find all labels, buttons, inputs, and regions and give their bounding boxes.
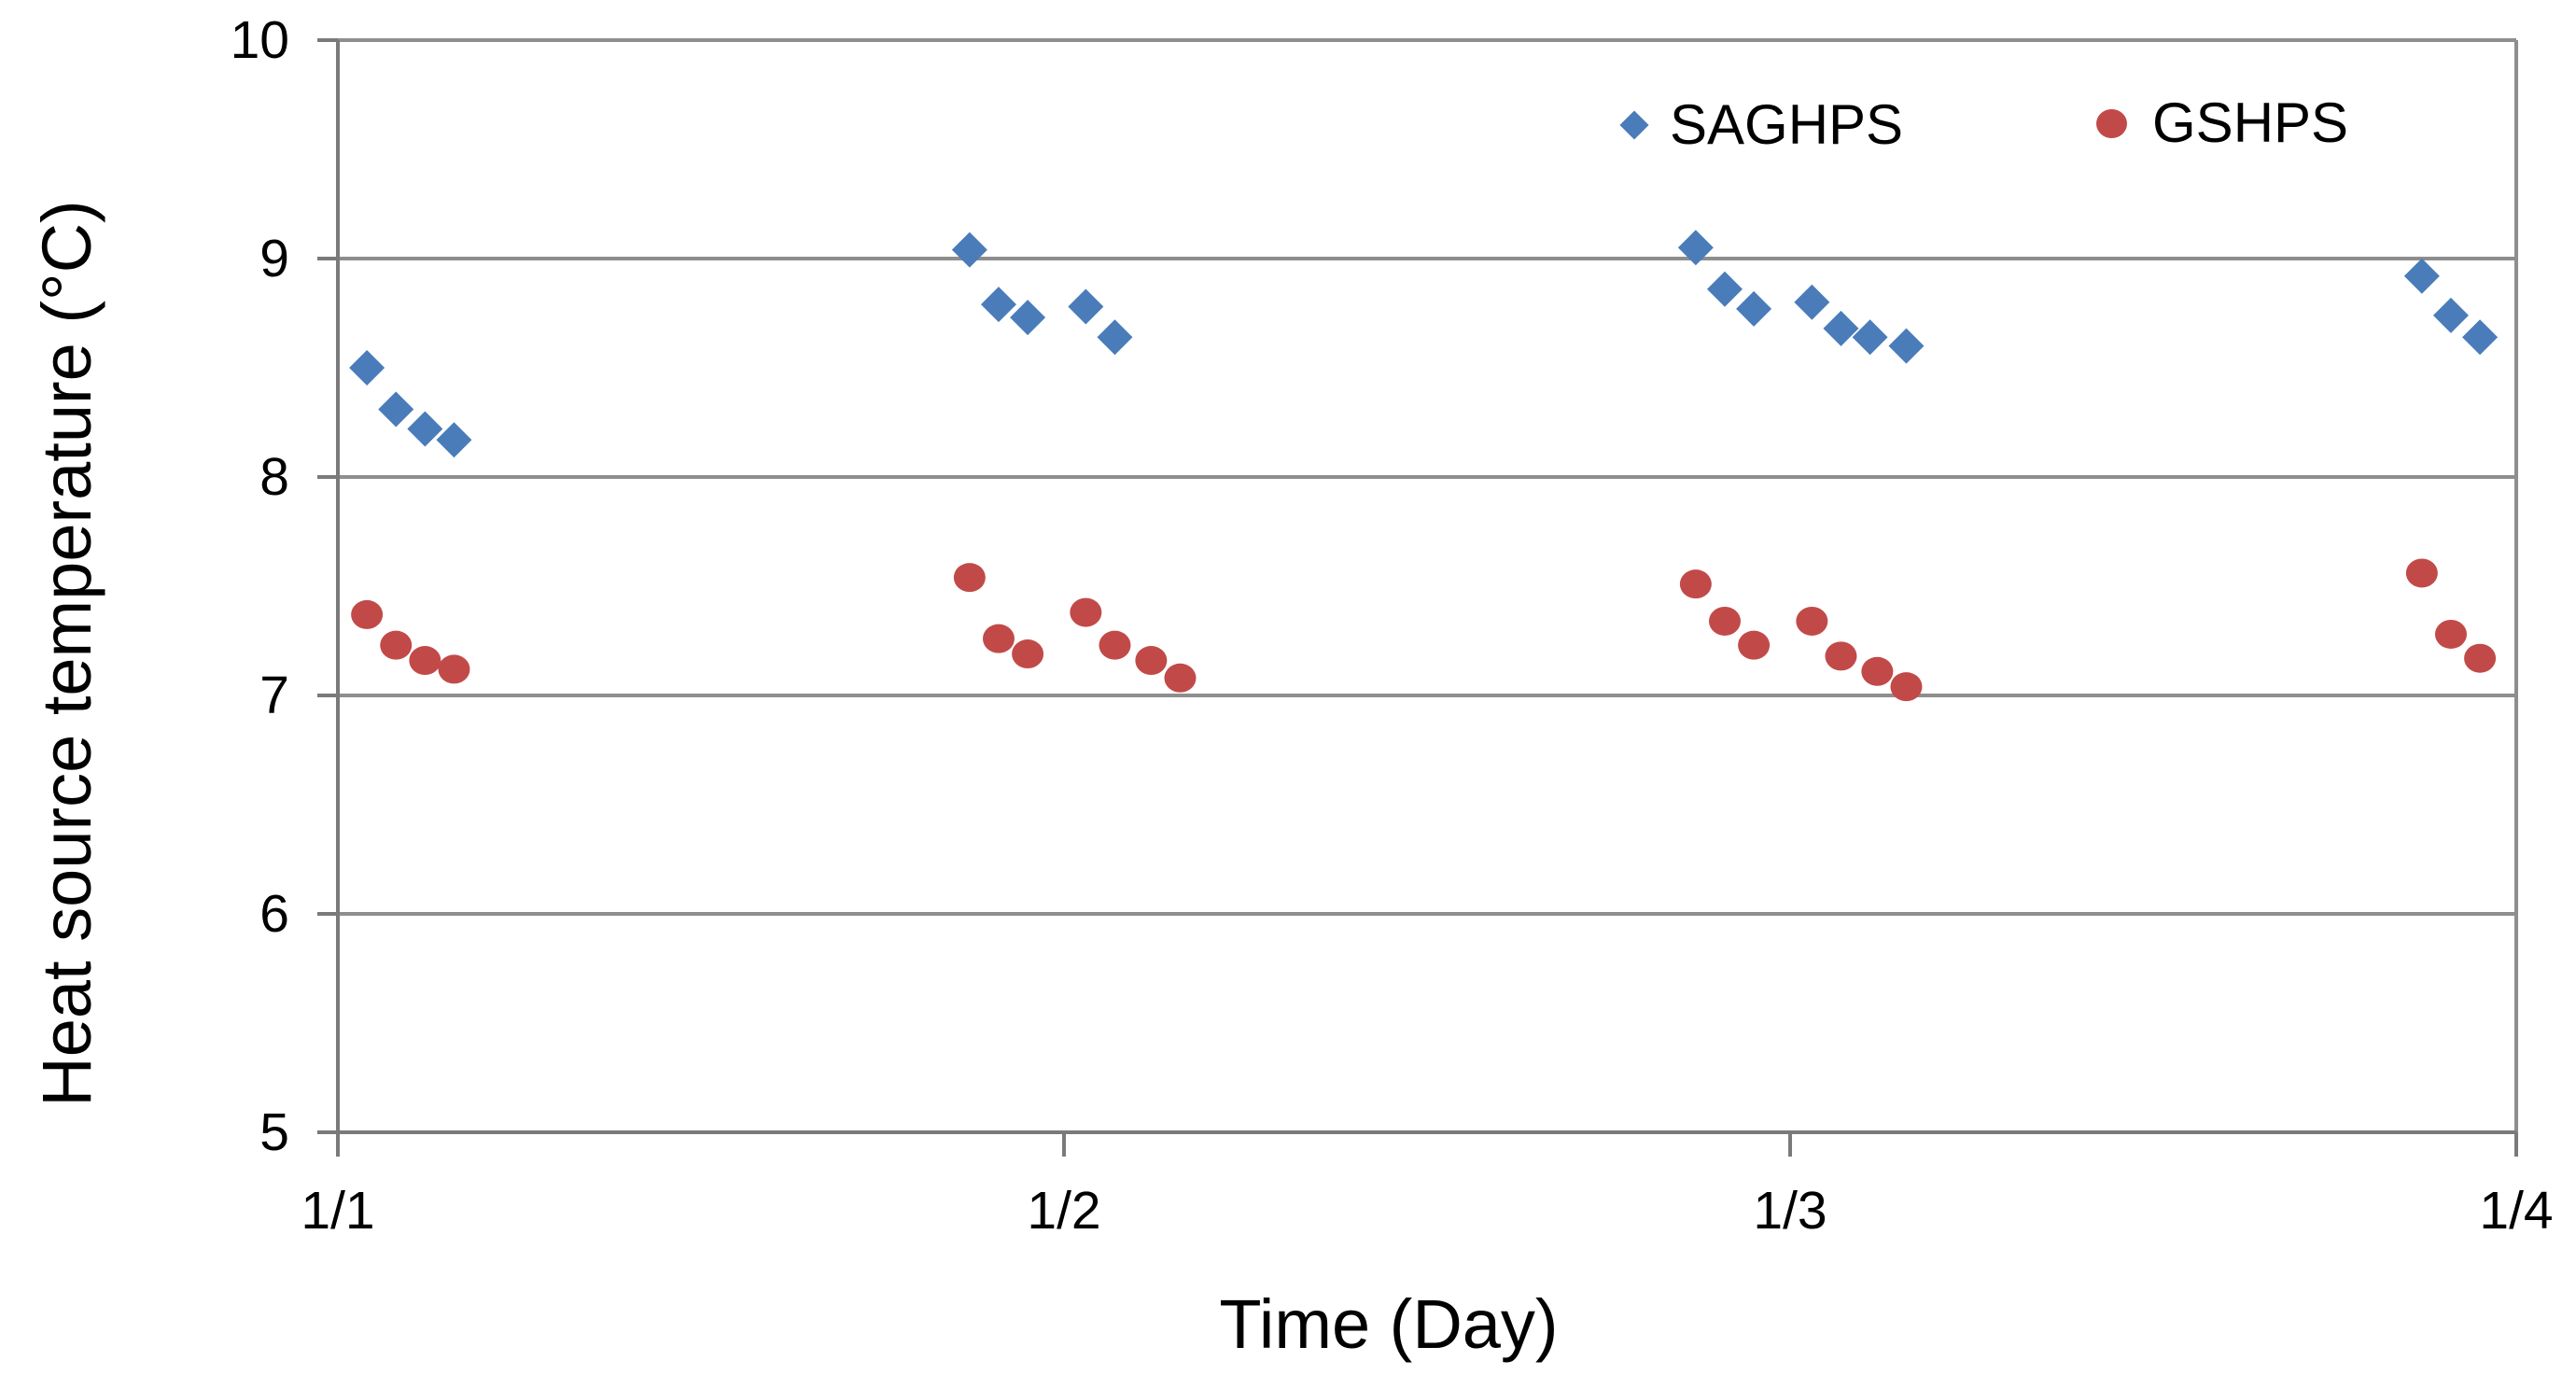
data-point-gshps: [1679, 569, 1712, 599]
y-tick-label: 10: [230, 10, 289, 70]
data-point-saghps: [1736, 290, 1772, 327]
data-point-gshps: [1070, 597, 1102, 627]
data-point-saghps: [1068, 288, 1104, 325]
data-point-gshps: [2434, 619, 2467, 649]
data-point-gshps: [380, 630, 413, 660]
data-point-saghps: [1677, 230, 1714, 266]
data-point-gshps: [409, 646, 441, 676]
data-point-gshps: [1708, 606, 1741, 636]
data-point-gshps: [953, 563, 986, 593]
data-point-gshps: [351, 599, 384, 629]
data-point-saghps: [980, 287, 1016, 323]
y-axis-title: Heat source temperature (°C): [28, 200, 105, 1107]
data-point-gshps: [1164, 663, 1197, 693]
data-point-gshps: [2405, 558, 2438, 588]
data-point-saghps: [1794, 284, 1830, 320]
legend-label-saghps: SAGHPS: [1670, 93, 1904, 156]
data-point-saghps: [2462, 319, 2499, 356]
data-point-gshps: [1861, 656, 1894, 686]
legend-item-saghps: SAGHPS: [1619, 93, 1904, 156]
x-tick-label: 1/3: [1753, 1181, 1827, 1241]
circle-icon: [2096, 108, 2127, 138]
data-point-saghps: [1852, 319, 1888, 356]
data-point-gshps: [1796, 606, 1828, 636]
data-point-saghps: [378, 391, 414, 428]
data-point-gshps: [1099, 630, 1131, 660]
y-tick-label: 9: [259, 229, 289, 288]
y-tick-label: 6: [259, 884, 289, 944]
data-point-gshps: [1012, 639, 1044, 669]
data-point-saghps: [2432, 297, 2469, 333]
data-point-gshps: [982, 624, 1015, 653]
data-point-saghps: [1097, 319, 1133, 356]
y-tick-label: 5: [259, 1102, 289, 1162]
x-tick-label: 1/4: [2479, 1181, 2554, 1241]
data-point-gshps: [1135, 646, 1168, 676]
diamond-icon: [1619, 110, 1649, 140]
y-tick-label: 7: [259, 666, 289, 725]
data-point-gshps: [2464, 643, 2497, 673]
data-point-saghps: [1888, 328, 1925, 364]
data-point-saghps: [1010, 300, 1046, 336]
data-point-gshps: [438, 654, 470, 684]
x-axis-title: Time (Day): [1219, 1285, 1559, 1363]
data-point-saghps: [951, 232, 987, 268]
y-tick-label: 8: [259, 447, 289, 507]
data-point-gshps: [1890, 672, 1923, 702]
data-point-saghps: [1823, 310, 1859, 346]
legend-label-gshps: GSHPS: [2152, 91, 2349, 154]
legend-item-gshps: GSHPS: [2096, 92, 2348, 154]
data-point-gshps: [1825, 641, 1857, 671]
data-point-saghps: [1706, 271, 1743, 307]
data-point-gshps: [1738, 630, 1771, 660]
data-point-saghps: [2403, 258, 2440, 294]
data-point-saghps: [407, 411, 443, 447]
data-point-saghps: [436, 422, 472, 458]
data-point-saghps: [349, 350, 385, 386]
x-tick-label: 1/1: [301, 1181, 375, 1241]
x-tick-label: 1/2: [1027, 1181, 1101, 1241]
